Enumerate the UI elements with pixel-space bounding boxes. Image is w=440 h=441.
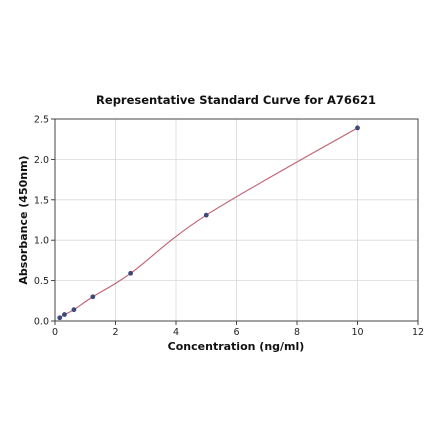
x-tick-label: 0 [52,327,58,338]
x-axis-label: Concentration (ng/ml) [168,340,305,353]
data-point [57,315,63,321]
data-point [90,294,96,300]
y-tick-label: 1.0 [34,236,49,247]
y-axis-ticks: 0.0 0.5 1.0 1.5 2.0 2.5 [34,115,55,328]
x-tick-label: 6 [233,327,239,338]
x-tick-label: 10 [351,327,363,338]
grid-lines [54,118,419,322]
y-tick-label: 1.5 [34,195,49,206]
data-point [128,270,134,276]
y-tick-label: 0.5 [34,276,49,287]
y-axis-label: Absorbance (450nm) [17,155,30,284]
y-tick-label: 2.5 [34,115,49,126]
x-tick-label: 2 [112,327,118,338]
x-axis-ticks: 0 2 4 6 8 10 12 [52,321,424,338]
x-tick-label: 8 [294,327,300,338]
x-tick-label: 4 [173,327,179,338]
x-tick-label: 12 [412,327,424,338]
data-point [355,125,360,131]
data-points [57,125,360,321]
chart-title: Representative Standard Curve for A76621 [96,93,376,107]
y-tick-label: 0.0 [34,317,49,328]
fit-curve-line [59,127,358,319]
data-point [203,212,209,218]
y-tick-label: 2.0 [34,155,49,166]
data-point [71,307,77,313]
data-point [62,312,67,317]
fit-curve-layer [59,127,358,319]
